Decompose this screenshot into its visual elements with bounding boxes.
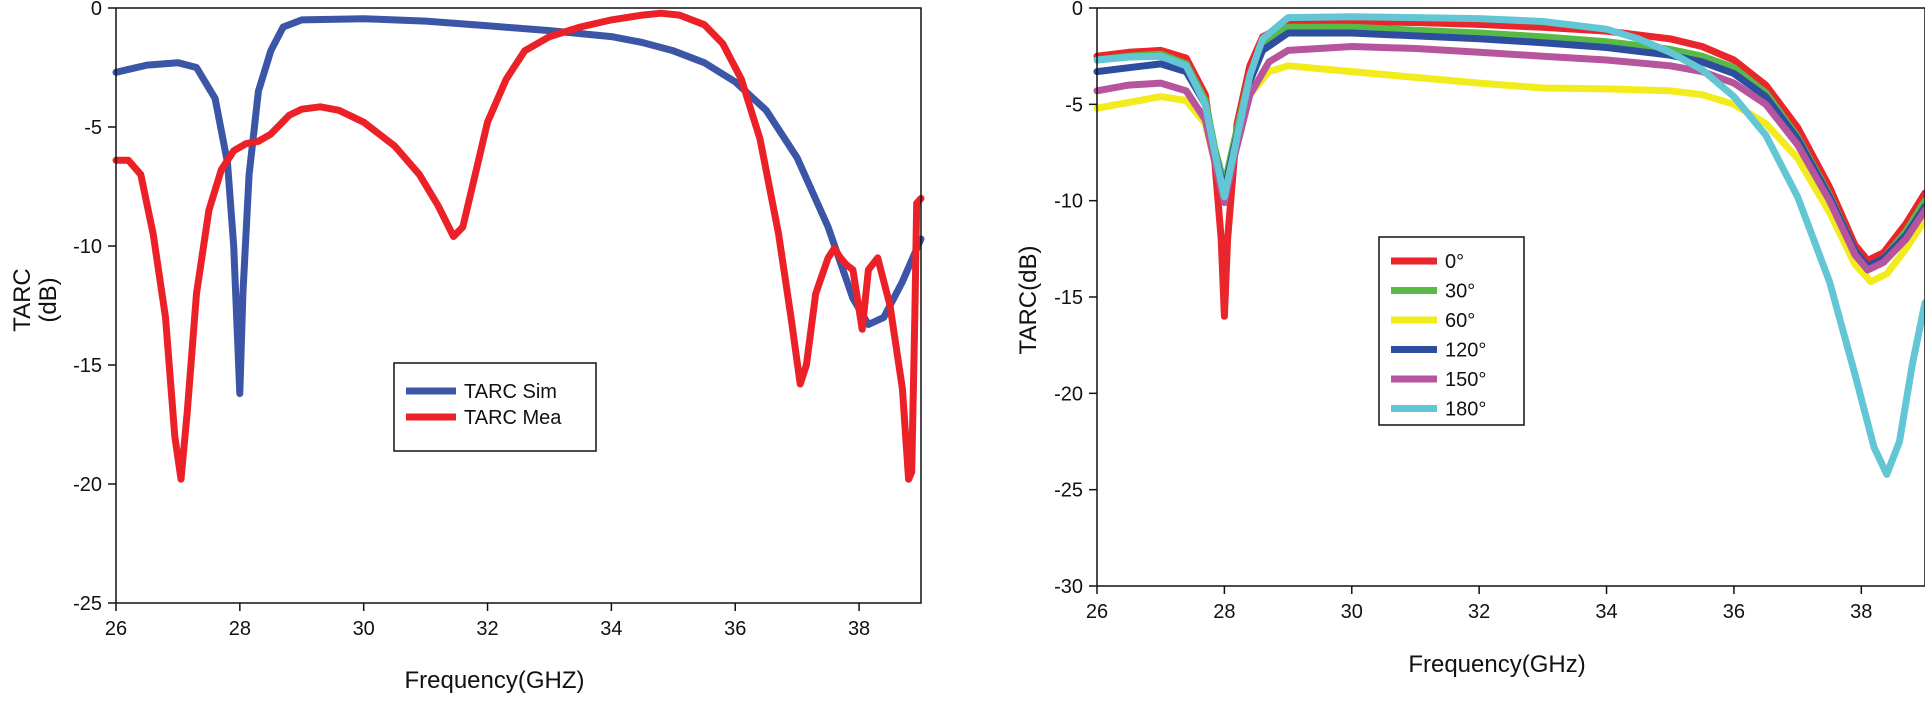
chart-1: 26 28 30 32 34 36 38 0 -5 -10 -15 -20 -25 Frequency(G… (9, 0, 925, 694)
y-tick-label: -30 (1054, 576, 1083, 598)
series-line-180- (1093, 13, 1925, 478)
legend-box (1378, 236, 1525, 426)
x-tick-label: 28 (229, 618, 251, 640)
x-tick-label: 32 (476, 618, 498, 640)
y-tick-label: 0 (91, 0, 102, 20)
x-tick-label: 34 (600, 618, 622, 640)
y-tick-label: -5 (1065, 94, 1083, 116)
legend-label: 0° (1445, 251, 1464, 273)
legend-label: TARC Mea (464, 407, 562, 429)
y-tick-label: -20 (1054, 383, 1083, 405)
legend: 0° 30° 60° 120° 150° 180° (1378, 236, 1525, 426)
x-tick-label: 28 (1213, 601, 1235, 623)
x-tick-label: 26 (105, 618, 127, 640)
legend: TARC Sim TARC Mea (393, 362, 597, 452)
x-tick-label: 38 (1850, 601, 1872, 623)
x-tick-label: 38 (848, 618, 870, 640)
y-tick-label: -25 (73, 593, 102, 615)
legend-label: 150° (1445, 369, 1486, 391)
x-tick-label: 36 (1723, 601, 1745, 623)
x-tick-label: 36 (724, 618, 746, 640)
y-axis-label-line: (dB) (35, 277, 62, 322)
legend-label: 30° (1445, 281, 1475, 303)
y-tick-label: 0 (1072, 0, 1083, 20)
legend-box (393, 362, 597, 452)
x-tick-label: 30 (353, 618, 375, 640)
x-tick-label: 32 (1468, 601, 1490, 623)
y-axis-label-line: TARC (9, 268, 36, 332)
legend-label: 120° (1445, 340, 1486, 362)
x-tick-label: 30 (1341, 601, 1363, 623)
y-tick-label: -15 (1054, 287, 1083, 309)
legend-label: 60° (1445, 310, 1475, 332)
series-line-tarc-mea (112, 9, 925, 483)
x-tick-label: 26 (1086, 601, 1108, 623)
y-tick-label: -10 (1054, 191, 1083, 213)
chart-2: 26 28 30 32 34 36 38 0 -5 -10 -15 -20 -25 -30 Frequenc… (1015, 0, 1925, 678)
y-axis-label: TARC(dB) (1015, 246, 1042, 355)
y-axis-label-line: TARC(dB) (1015, 246, 1042, 355)
legend-label: 180° (1445, 399, 1486, 421)
x-tick-label: 34 (1595, 601, 1617, 623)
plot-frame (115, 7, 922, 604)
y-tick-label: -20 (73, 474, 102, 496)
x-axis-label: Frequency(GHz) (1408, 651, 1585, 678)
y-tick-label: -5 (84, 117, 102, 139)
series-line-tarc-sim (112, 15, 925, 398)
y-axis-label: TARC(dB) (9, 268, 62, 332)
y-tick-label: -25 (1054, 480, 1083, 502)
legend-label: TARC Sim (464, 381, 557, 403)
y-tick-label: -10 (73, 236, 102, 258)
x-axis-label: Frequency(GHZ) (404, 667, 584, 694)
y-tick-label: -15 (73, 355, 102, 377)
